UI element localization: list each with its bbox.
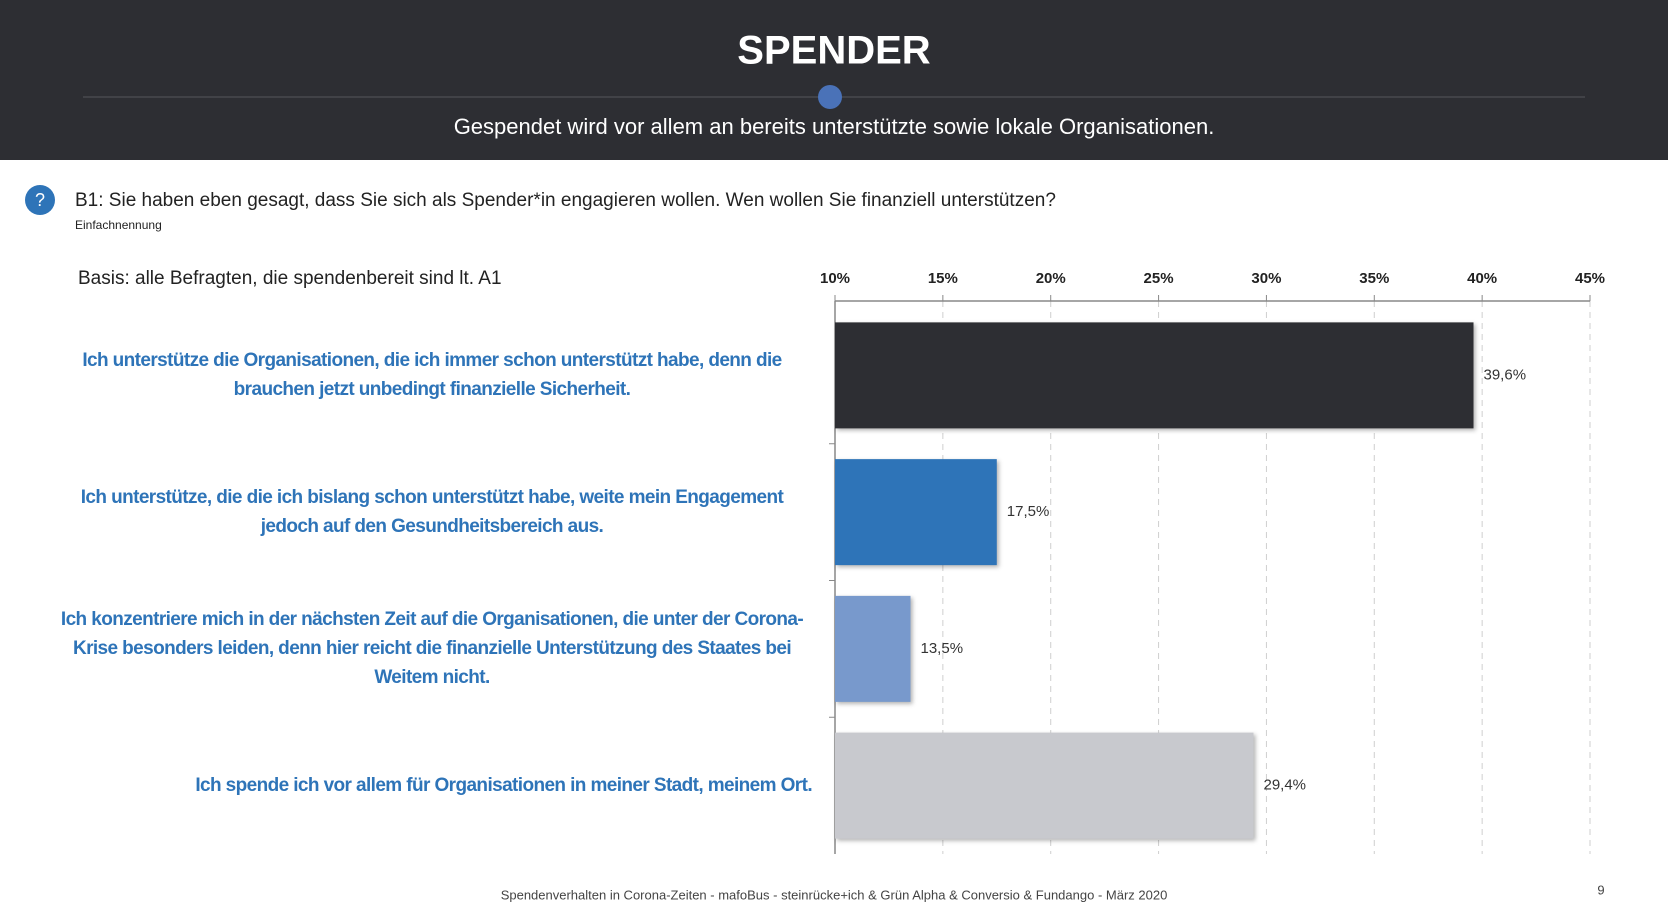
question-icon — [25, 185, 55, 215]
category-label: Ich spende ich vor allem für Organisatio… — [195, 775, 812, 797]
category-label-box: Ich spende ich vor allem für Organisatio… — [52, 746, 812, 826]
header-dot — [818, 85, 842, 109]
question: B1: Sie haben eben gesagt, dass Sie sich… — [75, 190, 1056, 211]
x-tick-label: 35% — [1359, 270, 1389, 287]
bar — [835, 732, 1254, 839]
category-label-box: Ich konzentriere mich in der nächsten Ze… — [52, 609, 812, 689]
category-label-box: Ich unterstütze die Organisationen, die … — [52, 335, 812, 415]
x-tick-label: 45% — [1575, 270, 1605, 287]
x-tick-label: 20% — [1036, 270, 1066, 287]
chart-title: SPENDER — [737, 29, 930, 73]
bar — [835, 322, 1474, 429]
x-tick-label: 25% — [1144, 270, 1174, 287]
question-icon-mark: ? — [35, 190, 45, 210]
x-tick-label: 30% — [1251, 270, 1281, 287]
bar — [835, 459, 997, 566]
x-tick-label: 15% — [928, 270, 958, 287]
category-label: Ich unterstütze die Organisationen, die … — [82, 350, 782, 401]
category-label-box: Ich unterstütze, die die ich bislang sch… — [52, 472, 812, 552]
value-label: 29,4% — [1263, 777, 1306, 794]
x-tick-label: 40% — [1467, 270, 1497, 287]
page-number: 9 — [1597, 882, 1604, 897]
x-tick-label: 10% — [820, 270, 850, 287]
basis: Basis: alle Befragten, die spendenbereit… — [78, 268, 502, 289]
value-label: 13,5% — [921, 640, 964, 657]
value-label: 17,5% — [1007, 503, 1050, 520]
bar — [835, 595, 911, 702]
category-label: Ich konzentriere mich in der nächsten Ze… — [60, 609, 804, 689]
header-band — [0, 0, 1668, 160]
value-label: 39,6% — [1484, 366, 1527, 383]
category-label: Ich unterstütze, die die ich bislang sch… — [80, 487, 784, 538]
footer: Spendenverhalten in Corona-Zeiten - mafo… — [501, 887, 1168, 902]
subtitle: Gespendet wird vor allem an bereits unte… — [454, 114, 1215, 139]
note: Einfachnennung — [75, 218, 162, 232]
